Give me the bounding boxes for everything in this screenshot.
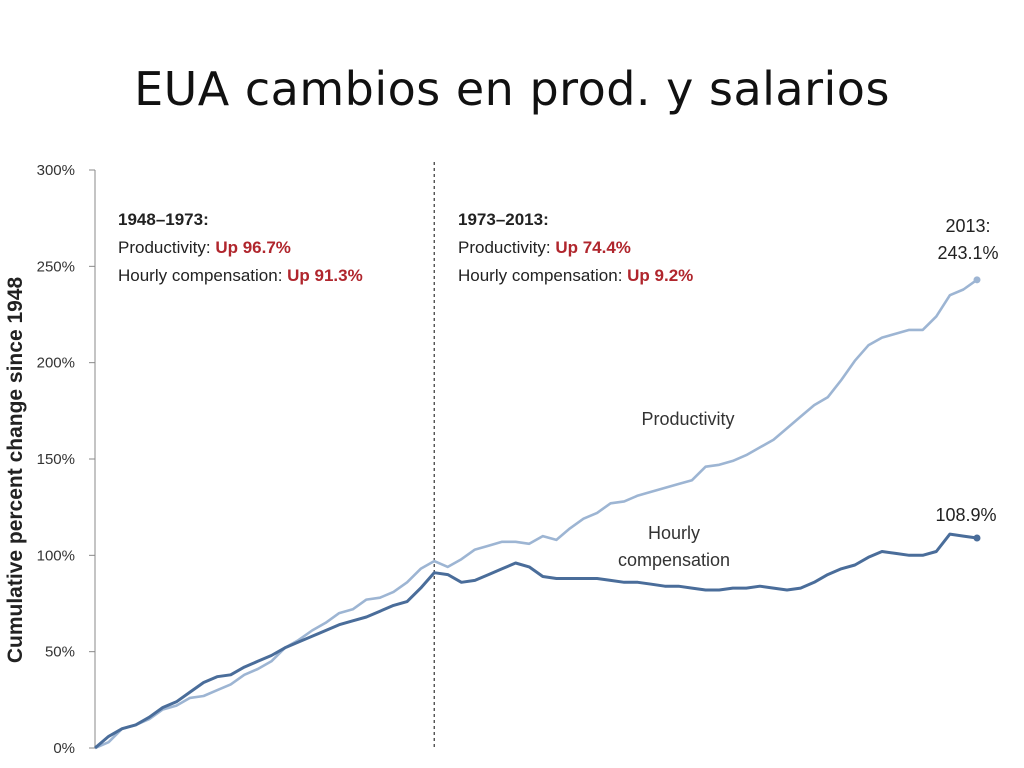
right-productivity-annotation: Productivity: Up 74.4% xyxy=(458,238,631,257)
right-compensation-annotation: Hourly compensation: Up 9.2% xyxy=(458,266,693,285)
left-compensation-annotation: Hourly compensation: Up 91.3% xyxy=(118,266,363,285)
left-compensation-label: Hourly compensation: xyxy=(118,266,287,285)
y-tick-label: 50% xyxy=(45,644,75,661)
compensation-end-label: 108.9% xyxy=(935,505,996,525)
productivity-end-label-line1: 2013: xyxy=(945,216,990,236)
y-axis-label: Cumulative percent change since 1948 xyxy=(4,277,27,664)
left-compensation-value: Up 91.3% xyxy=(287,266,363,285)
productivity-series-label: Productivity xyxy=(641,409,734,429)
productivity-end-label-line2: 243.1% xyxy=(937,243,998,263)
y-tick-label: 0% xyxy=(53,740,75,757)
productivity-line xyxy=(94,278,978,750)
right-productivity-label: Productivity: xyxy=(458,238,555,257)
left-productivity-label: Productivity: xyxy=(118,238,215,257)
y-tick-label: 150% xyxy=(37,451,75,468)
left-period-title: 1948–1973: xyxy=(118,210,209,229)
right-compensation-label: Hourly compensation: xyxy=(458,266,627,285)
y-tick-label: 100% xyxy=(37,547,75,564)
right-compensation-value: Up 9.2% xyxy=(627,266,693,285)
chart-axes: 0% 50% 100% 150% 200% 250% 300% xyxy=(37,162,435,757)
compensation-series-label-line1: Hourly xyxy=(648,523,700,543)
y-tick-label: 300% xyxy=(37,162,75,179)
y-tick-label: 250% xyxy=(37,258,75,275)
left-productivity-annotation: Productivity: Up 96.7% xyxy=(118,238,291,257)
chart-lines xyxy=(94,276,981,750)
slide-title: EUA cambios en prod. y salarios xyxy=(134,62,890,116)
compensation-line-end-marker xyxy=(973,534,981,542)
productivity-line-end-marker xyxy=(973,276,981,284)
left-productivity-value: Up 96.7% xyxy=(215,238,291,257)
compensation-series-label-line2: compensation xyxy=(618,550,730,570)
y-tick-label: 200% xyxy=(37,355,75,372)
compensation-line xyxy=(94,532,978,750)
right-period-title: 1973–2013: xyxy=(458,210,549,229)
right-productivity-value: Up 74.4% xyxy=(555,238,631,257)
